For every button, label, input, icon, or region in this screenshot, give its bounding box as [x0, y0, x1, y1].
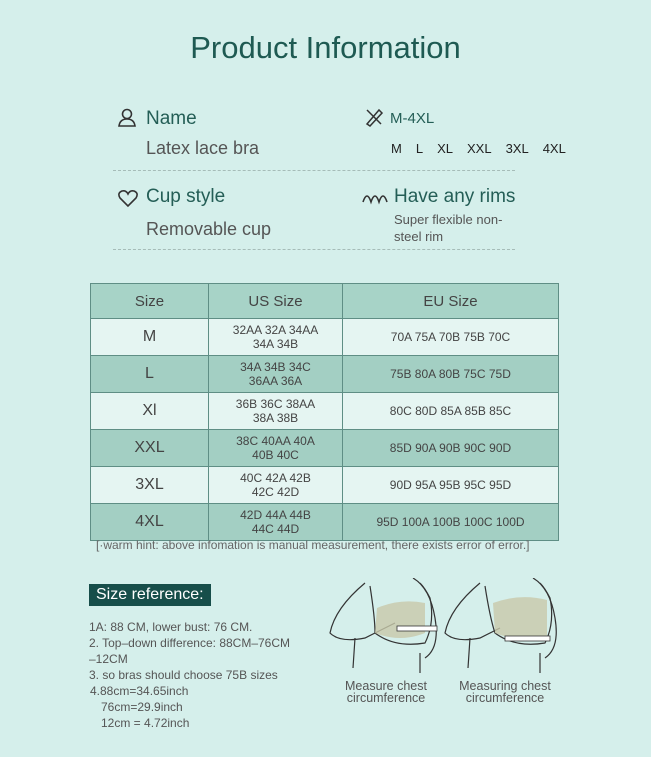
- table-row: Xl 36B 36C 38AA 38A 38B 80C 80D 85A 85B 85C: [90, 392, 559, 430]
- name-value: Latex lace bra: [146, 138, 260, 158]
- header-size: Size: [90, 283, 209, 319]
- size-range-label: M-4XL: [390, 110, 435, 127]
- size-option: M: [391, 141, 402, 156]
- eu-cell: 75B 80A 80B 75C 75D: [342, 355, 559, 393]
- eu-cell: 85D 90A 90B 90C 90D: [342, 429, 559, 467]
- eu-cell: 70A 75A 70B 75B 70C: [342, 318, 559, 356]
- table-row: XXL 38C 40AA 40A 40B 40C 85D 90A 90B 90C 90…: [90, 429, 559, 467]
- eu-cell: 80C 80D 85A 85B 85C: [342, 392, 559, 430]
- us-cell: 32AA 32A 34AA 34A 34B: [208, 318, 343, 356]
- rim-wire-icon: [362, 195, 388, 205]
- size-cell: Xl: [90, 392, 209, 430]
- size-option: 3XL: [505, 141, 529, 156]
- ruler-pencil-icon: [365, 108, 384, 127]
- person-icon: [118, 108, 136, 127]
- us-cell: 34A 34B 34C 36AA 36A: [208, 355, 343, 393]
- rims-value-line: steel rim: [394, 229, 444, 244]
- page-title: Product Information: [190, 30, 461, 65]
- rims-label: Have any rims: [394, 186, 516, 207]
- reference-line: 1A: 88 CM, lower bust: 76 CM.: [89, 620, 253, 634]
- rims-value-line: Super flexible non-: [394, 212, 503, 227]
- size-cell: XXL: [90, 429, 209, 467]
- cup-style-value: Removable cup: [146, 219, 272, 239]
- size-cell: M: [90, 318, 209, 356]
- size-cell: 4XL: [90, 503, 209, 541]
- cup-style-label: Cup style: [146, 186, 226, 207]
- heart-icon: [118, 190, 138, 208]
- size-cell: 3XL: [90, 466, 209, 504]
- size-option: L: [415, 141, 424, 156]
- size-table: Size US Size EU Size M 32AA 32A 34AA 34A 3…: [90, 283, 559, 541]
- header-eu-size: EU Size: [342, 283, 559, 319]
- table-row: L 34A 34B 34C 36AA 36A 75B 80A 80B 75C 75D: [90, 355, 559, 393]
- table-header-row: Size US Size EU Size: [90, 283, 559, 319]
- us-cell: 36B 36C 38AA 38A 38B: [208, 392, 343, 430]
- size-option: XL: [437, 141, 453, 156]
- rims-value: Super flexible non-steel rim: [394, 211, 502, 245]
- reference-line: 4.88cm=34.65inch: [90, 684, 189, 698]
- figure-caption-measure: Measure chest circumference: [345, 679, 427, 705]
- figure-caption-measuring: Measuring chest circumference: [459, 679, 551, 705]
- divider: [113, 249, 515, 250]
- reference-line: –12CM: [89, 652, 128, 666]
- warm-hint: [·warm hint: above infomation is manual …: [96, 538, 530, 552]
- us-cell: 38C 40AA 40A 40B 40C: [208, 429, 343, 467]
- header-us-size: US Size: [208, 283, 343, 319]
- size-list: M L XL XXL 3XL 4XL: [391, 140, 580, 158]
- eu-cell: 95D 100A 100B 100C 100D: [342, 503, 559, 541]
- reference-line: 76cm=29.9inch: [101, 700, 183, 714]
- size-option: XXL: [466, 141, 492, 156]
- table-row: M 32AA 32A 34AA 34A 34B 70A 75A 70B 75B 70C: [90, 318, 559, 356]
- reference-line: 12cm = 4.72inch: [101, 716, 190, 730]
- reference-line: 2. Top–down difference: 88CM–76CM: [89, 636, 291, 650]
- measurement-illustration: [329, 578, 557, 673]
- name-label: Name: [146, 108, 197, 129]
- divider: [113, 170, 515, 171]
- size-option: 4XL: [542, 141, 566, 156]
- reference-line: 3. so bras should choose 75B sizes: [89, 668, 278, 682]
- table-row: 4XL 42D 44A 44B 44C 44D 95D 100A 100B 100C …: [90, 503, 559, 541]
- us-cell: 40C 42A 42B 42C 42D: [208, 466, 343, 504]
- size-reference-title: Size reference:: [89, 584, 211, 606]
- size-cell: L: [90, 355, 209, 393]
- us-cell: 42D 44A 44B 44C 44D: [208, 503, 343, 541]
- table-row: 3XL 40C 42A 42B 42C 42D 90D 95A 95B 95C 95D: [90, 466, 559, 504]
- eu-cell: 90D 95A 95B 95C 95D: [342, 466, 559, 504]
